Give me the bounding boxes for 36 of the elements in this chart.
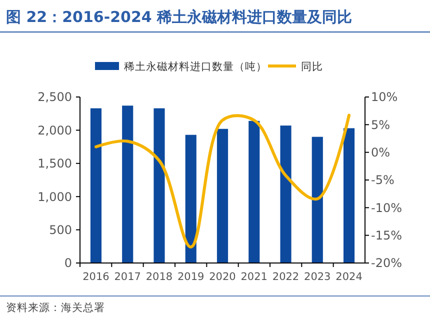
- text: 资料来源：海关总署: [6, 301, 105, 314]
- legend-label: 同比: [301, 60, 323, 73]
- y2-tick-label: -20%: [371, 256, 402, 270]
- bar: [216, 128, 228, 263]
- x-tick-label: 2018: [146, 271, 173, 283]
- x-tick-label: 2016: [82, 271, 110, 283]
- x-tick-label: 2023: [304, 271, 331, 283]
- bar: [343, 128, 355, 263]
- bar: [185, 134, 196, 263]
- x-tick-label: 2024: [336, 271, 363, 283]
- y-tick-label: 0: [64, 256, 72, 270]
- bar: [312, 136, 323, 263]
- y2-tick-label: -10%: [371, 200, 402, 215]
- y2-tick-label: 10%: [371, 90, 398, 104]
- y-tick-label: 500: [49, 223, 72, 237]
- bar: [90, 108, 102, 263]
- x-tick-label: 2021: [240, 271, 268, 283]
- bar: [280, 126, 292, 263]
- y2-tick-label: 0%: [371, 146, 390, 160]
- bar: [248, 120, 260, 263]
- bar: [154, 108, 165, 263]
- x-tick-label: 2019: [178, 271, 204, 283]
- chart-title: 图 22：2016-2024 稀土永磁材料进口数量及同比: [6, 8, 352, 26]
- bar: [122, 106, 134, 263]
- x-tick-label: 2022: [272, 271, 300, 283]
- y2-tick-label: -5%: [371, 173, 394, 188]
- x-tick-label: 2017: [114, 271, 141, 283]
- y2-tick-label: 5%: [371, 118, 390, 132]
- y-tick-label: 2,000: [38, 123, 72, 138]
- y-tick-label: 1,500: [38, 156, 72, 171]
- line-series: [94, 114, 351, 248]
- y-tick-label: 2,500: [38, 90, 72, 104]
- y2-tick-label: -15%: [371, 228, 402, 243]
- y-tick-label: 1,000: [38, 190, 72, 204]
- legend-label: 稀土永磁材料进口数量（吨）: [124, 60, 267, 73]
- x-tick-label: 2020: [209, 271, 236, 283]
